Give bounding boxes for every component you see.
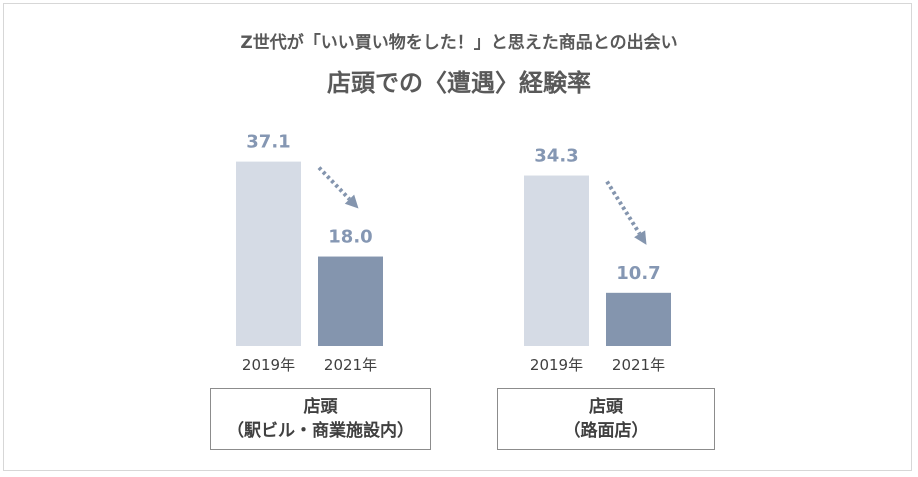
group-label-line2: （路面店） — [563, 421, 649, 441]
bar-street-2019 — [524, 175, 589, 346]
decline-arrow-line — [317, 166, 351, 201]
value-label: 10.7 — [616, 263, 660, 284]
category-label: 2021年 — [612, 356, 665, 374]
chart-frame — [3, 3, 912, 471]
bar-station-2019 — [236, 161, 301, 346]
chart-title: 店頭での〈遭遇〉経験率 — [327, 69, 591, 97]
group-label-box-station: 店頭 （駅ビル・商業施設内） — [210, 388, 431, 450]
value-label: 37.1 — [246, 132, 290, 153]
category-label: 2019年 — [530, 356, 583, 374]
chart-subtitle: Z世代が「いい買い物をした！」と思えた商品との出会い — [240, 33, 678, 53]
group-label-box-street: 店頭 （路面店） — [497, 388, 715, 450]
decline-arrow-line — [605, 180, 642, 235]
value-label: 34.3 — [534, 146, 578, 167]
decline-arrow-head — [634, 230, 647, 245]
category-label: 2019年 — [242, 356, 295, 374]
category-label: 2021年 — [324, 356, 377, 374]
group-label-line2: （駅ビル・商業施設内） — [227, 421, 414, 441]
decline-arrow-head — [344, 194, 359, 209]
bar-street-2021 — [606, 292, 671, 346]
value-label: 18.0 — [328, 227, 372, 248]
bar-station-2021 — [318, 256, 383, 346]
group-label-line1: 店頭 — [303, 397, 338, 417]
group-label-line1: 店頭 — [589, 397, 623, 417]
